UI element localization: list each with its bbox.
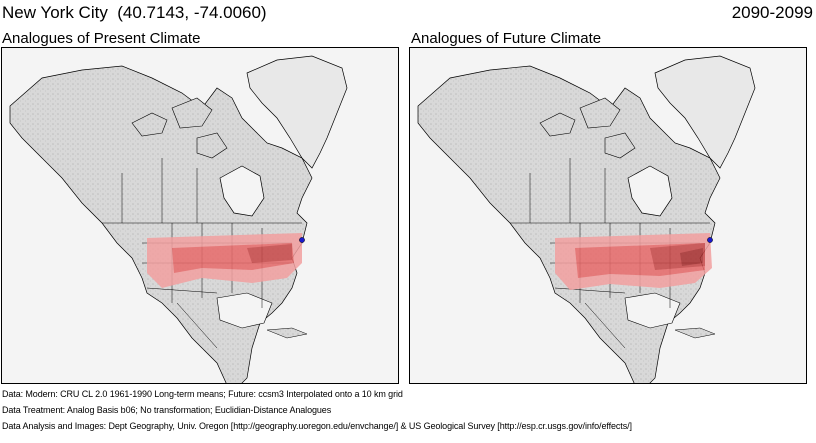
data-source-line: Data: Modern: CRU CL 2.0 1961-1990 Long-…	[2, 389, 403, 399]
future-climate-map	[409, 47, 807, 384]
hudson-bay	[627, 165, 673, 217]
data-analysis-line: Data Analysis and Images: Dept Geography…	[2, 421, 632, 431]
gulf-of-mexico	[216, 292, 273, 329]
present-panel-label: Analogues of Present Climate	[2, 30, 201, 47]
target-location-marker	[299, 237, 305, 243]
future-analog-zones	[555, 233, 712, 290]
future-panel-label: Analogues of Future Climate	[411, 30, 602, 47]
greenland	[654, 55, 756, 169]
present-analog-zones	[147, 233, 302, 288]
greenland	[246, 55, 348, 169]
present-climate-map	[1, 47, 399, 384]
gulf-of-mexico	[624, 292, 681, 329]
target-location-marker	[707, 237, 713, 243]
location-title: New York City (40.7143, -74.0060)	[2, 3, 267, 22]
hudson-bay	[219, 165, 265, 217]
period-label: 2090-2099	[731, 3, 813, 22]
data-treatment-line: Data Treatment: Analog Basis b06; No tra…	[2, 405, 332, 415]
